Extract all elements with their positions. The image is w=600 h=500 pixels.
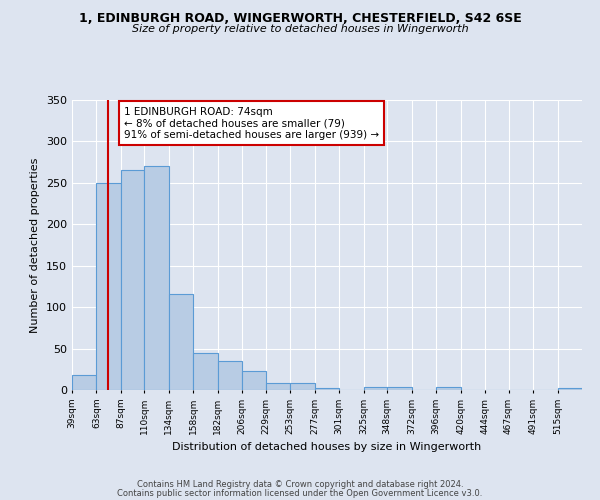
Bar [169, 294, 193, 390]
Y-axis label: Number of detached properties: Number of detached properties [31, 158, 40, 332]
Bar [193, 352, 218, 390]
Bar [145, 166, 169, 390]
Text: Contains public sector information licensed under the Open Government Licence v3: Contains public sector information licen… [118, 488, 482, 498]
Bar [121, 170, 145, 390]
Bar [436, 386, 461, 390]
Bar [97, 183, 121, 390]
Bar [557, 388, 582, 390]
Text: 1, EDINBURGH ROAD, WINGERWORTH, CHESTERFIELD, S42 6SE: 1, EDINBURGH ROAD, WINGERWORTH, CHESTERF… [79, 12, 521, 26]
Bar [387, 386, 412, 390]
Bar [266, 382, 290, 390]
X-axis label: Distribution of detached houses by size in Wingerworth: Distribution of detached houses by size … [172, 442, 482, 452]
Text: Contains HM Land Registry data © Crown copyright and database right 2024.: Contains HM Land Registry data © Crown c… [137, 480, 463, 489]
Text: 1 EDINBURGH ROAD: 74sqm
← 8% of detached houses are smaller (79)
91% of semi-det: 1 EDINBURGH ROAD: 74sqm ← 8% of detached… [124, 106, 379, 140]
Bar [72, 375, 97, 390]
Bar [218, 361, 242, 390]
Bar [364, 386, 387, 390]
Text: Size of property relative to detached houses in Wingerworth: Size of property relative to detached ho… [131, 24, 469, 34]
Bar [315, 388, 339, 390]
Bar [242, 371, 266, 390]
Bar [290, 382, 315, 390]
